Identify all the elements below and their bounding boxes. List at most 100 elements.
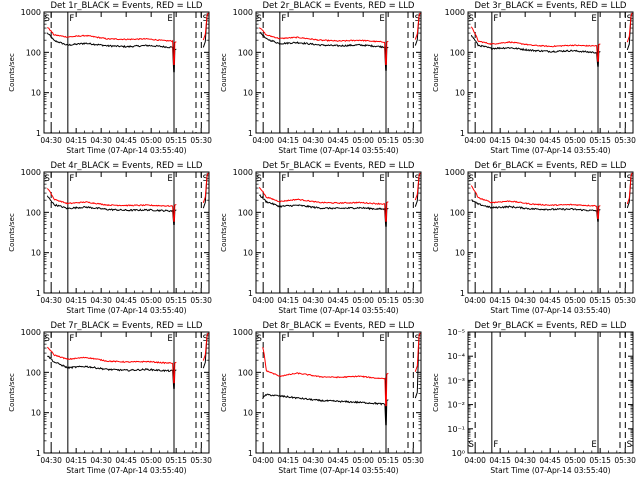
plot-frame bbox=[467, 331, 634, 454]
marker-f-label: F bbox=[281, 14, 286, 24]
marker-f-label: F bbox=[281, 334, 286, 344]
marker-f-label: F bbox=[493, 440, 498, 450]
x-tick-label: 05:15 bbox=[377, 136, 399, 145]
x-tick-label: 04:45 bbox=[327, 456, 349, 465]
x-axis-label: Start Time (07-Apr-14 03:55:40) bbox=[66, 466, 186, 475]
x-tick-label: 05:00 bbox=[140, 296, 162, 305]
y-tick-label: 10⁻³ bbox=[447, 376, 465, 385]
x-tick-label: 04:45 bbox=[115, 456, 137, 465]
y-tick-label: 1 bbox=[248, 129, 253, 138]
x-tick-label: 05:15 bbox=[589, 296, 611, 305]
marker-s-label: S bbox=[256, 334, 261, 344]
x-tick-label: 04:15 bbox=[65, 456, 87, 465]
x-tick-label: 05:15 bbox=[377, 296, 399, 305]
x-tick-label: 05:15 bbox=[377, 456, 399, 465]
x-tick-label: 05:30 bbox=[190, 296, 212, 305]
marker-e-label: E bbox=[379, 334, 384, 344]
lld-series-line bbox=[258, 187, 389, 222]
y-tick-label: 1000 bbox=[233, 168, 253, 177]
lld-series-tail bbox=[626, 12, 633, 43]
panel-det-7: Det 7r_BLACK = Events, RED = LLD Counts/s… bbox=[8, 321, 212, 475]
events-series-line bbox=[470, 34, 601, 67]
x-tick-label: 05:30 bbox=[614, 296, 636, 305]
panel-det-5: Det 5r_BLACK = Events, RED = LLD Counts/s… bbox=[220, 161, 424, 315]
marker-e-label: E bbox=[591, 14, 596, 24]
marker-f-label: F bbox=[69, 334, 74, 344]
marker-s-label: S bbox=[468, 14, 473, 24]
plot-frame bbox=[255, 171, 422, 294]
y-tick-label: 10 bbox=[243, 89, 253, 98]
x-tick-label: 04:30 bbox=[514, 296, 536, 305]
x-axis-label: Start Time (07-Apr-14 03:55:40) bbox=[490, 466, 610, 475]
y-tick-label: 1000 bbox=[233, 328, 253, 337]
x-tick-label: 05:00 bbox=[564, 456, 586, 465]
x-tick-label: 05:00 bbox=[564, 296, 586, 305]
lld-series-tail bbox=[414, 332, 421, 372]
panel-title: Det 2r_BLACK = Events, RED = LLD bbox=[263, 1, 415, 11]
y-tick-label: 100 bbox=[26, 48, 41, 57]
events-series-line bbox=[259, 31, 389, 71]
marker-s-label: S bbox=[256, 174, 261, 184]
x-tick-label: 05:30 bbox=[402, 296, 424, 305]
x-axis-label: Start Time (07-Apr-14 03:55:40) bbox=[490, 146, 610, 155]
plot-frame bbox=[43, 11, 210, 134]
y-tick-label: 100 bbox=[26, 368, 41, 377]
y-tick-label: 10⁰ bbox=[452, 449, 465, 458]
x-tick-label: 05:00 bbox=[352, 456, 374, 465]
x-axis-label: Start Time (07-Apr-14 03:55:40) bbox=[278, 306, 398, 315]
lld-series-line bbox=[46, 188, 177, 222]
y-tick-label: 1 bbox=[36, 129, 41, 138]
y-tick-label: 1 bbox=[36, 449, 41, 458]
x-tick-label: 04:15 bbox=[489, 136, 511, 145]
marker-e-label: E bbox=[591, 440, 596, 450]
y-tick-label: 10 bbox=[455, 249, 465, 258]
x-tick-label: 04:45 bbox=[327, 296, 349, 305]
y-tick-label: 1000 bbox=[21, 168, 41, 177]
x-tick-label: 04:15 bbox=[277, 296, 299, 305]
lld-series-tail bbox=[414, 12, 421, 40]
events-series-line bbox=[46, 32, 177, 73]
y-axis-label: Counts/sec bbox=[220, 213, 228, 252]
marker-e-label: E bbox=[167, 14, 172, 24]
marker-e-label: E bbox=[591, 174, 596, 184]
x-tick-label: 05:15 bbox=[165, 296, 187, 305]
x-tick-label: 05:15 bbox=[165, 456, 187, 465]
x-tick-label: 05:15 bbox=[589, 456, 611, 465]
x-tick-label: 05:30 bbox=[614, 136, 636, 145]
x-tick-label: 05:30 bbox=[402, 136, 424, 145]
panel-det-2: Det 2r_BLACK = Events, RED = LLD Counts/s… bbox=[220, 1, 424, 155]
x-tick-label: 05:00 bbox=[352, 296, 374, 305]
marker-e-label: E bbox=[379, 14, 384, 24]
x-tick-label: 04:30 bbox=[514, 136, 536, 145]
x-tick-label: 04:15 bbox=[489, 456, 511, 465]
y-tick-label: 10 bbox=[243, 409, 253, 418]
panel-title: Det 6r_BLACK = Events, RED = LLD bbox=[475, 161, 627, 171]
x-tick-label: 04:00 bbox=[464, 136, 486, 145]
marker-s-label: S bbox=[415, 334, 420, 344]
panel-title: Det 7r_BLACK = Events, RED = LLD bbox=[51, 321, 203, 331]
lld-series-line bbox=[470, 185, 601, 220]
x-axis-label: Start Time (07-Apr-14 03:55:40) bbox=[490, 306, 610, 315]
x-tick-label: 04:00 bbox=[252, 296, 274, 305]
x-tick-label: 04:00 bbox=[464, 296, 486, 305]
y-tick-label: 1 bbox=[460, 129, 465, 138]
marker-s-label: S bbox=[468, 440, 473, 450]
y-tick-label: 1 bbox=[248, 449, 253, 458]
y-tick-label: 10⁻¹ bbox=[447, 425, 465, 434]
marker-f-label: F bbox=[69, 14, 74, 24]
x-tick-label: 04:30 bbox=[40, 296, 62, 305]
panel-title: Det 8r_BLACK = Events, RED = LLD bbox=[263, 321, 415, 331]
x-axis-label: Start Time (07-Apr-14 03:55:40) bbox=[66, 146, 186, 155]
lld-series-line bbox=[259, 27, 389, 65]
marker-s-label: S bbox=[468, 174, 473, 184]
events-series-line bbox=[46, 355, 177, 389]
y-axis-label: Counts/sec bbox=[8, 373, 16, 412]
y-tick-label: 1000 bbox=[233, 8, 253, 17]
marker-e-label: E bbox=[167, 174, 172, 184]
lld-series-tail bbox=[202, 332, 209, 361]
x-tick-label: 04:30 bbox=[40, 136, 62, 145]
plot-frame bbox=[467, 171, 634, 294]
marker-s-label: S bbox=[627, 174, 632, 184]
marker-e-label: E bbox=[167, 334, 172, 344]
plot-frame bbox=[255, 11, 422, 134]
